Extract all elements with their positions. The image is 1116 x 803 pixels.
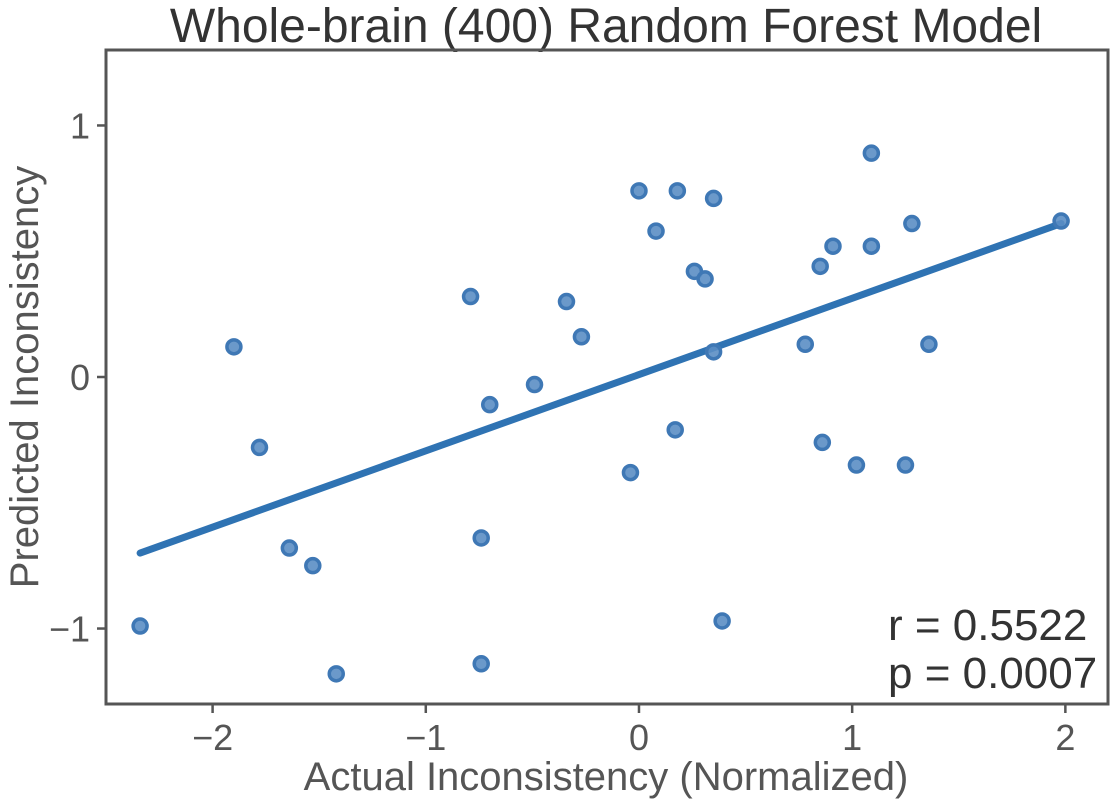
x-tick-label: 1 <box>842 717 862 758</box>
data-point <box>525 375 544 394</box>
data-point <box>862 144 881 162</box>
data-point <box>647 222 665 240</box>
data-point <box>621 463 640 482</box>
data-point <box>572 328 591 346</box>
r-value-annotation: r = 0.5522 <box>888 601 1087 650</box>
x-tick-label: 2 <box>1055 717 1075 758</box>
y-axis-label: Predicted Inconsistency <box>3 166 47 588</box>
data-point <box>813 433 832 452</box>
data-point <box>862 237 881 255</box>
data-point <box>796 335 815 354</box>
data-point <box>896 456 915 474</box>
x-axis-label: Actual Inconsistency (Normalized) <box>304 755 909 799</box>
data-point <box>461 287 480 306</box>
data-point <box>847 456 866 474</box>
data-point <box>225 338 243 356</box>
data-point <box>811 257 829 276</box>
chart-title: Whole-brain (400) Random Forest Model <box>170 0 1042 53</box>
data-point <box>280 539 299 557</box>
data-point <box>903 214 921 233</box>
x-axis: −2 −1 0 1 2 <box>192 704 1075 758</box>
data-point <box>250 438 269 457</box>
y-tick-label: 1 <box>70 105 90 146</box>
y-axis: −1 0 1 <box>49 105 106 650</box>
data-point <box>304 556 322 575</box>
y-tick-label: 0 <box>70 357 90 398</box>
data-point <box>131 617 149 635</box>
x-tick-label: −1 <box>405 717 446 758</box>
data-point <box>630 182 648 200</box>
data-point <box>472 655 490 673</box>
data-point <box>824 237 842 255</box>
data-point <box>472 529 490 547</box>
data-point <box>668 182 687 200</box>
data-point <box>713 612 731 630</box>
x-tick-label: −2 <box>192 717 233 758</box>
data-point <box>1052 212 1070 230</box>
regression-line <box>136 220 1065 557</box>
data-point <box>327 665 345 683</box>
data-point <box>666 421 684 439</box>
data-point <box>480 395 499 414</box>
data-point <box>696 270 714 288</box>
p-value-annotation: p = 0.0007 <box>888 649 1097 698</box>
data-point <box>557 292 576 311</box>
x-tick-label: 0 <box>629 717 649 758</box>
data-point <box>704 343 723 361</box>
data-point <box>704 189 723 208</box>
y-tick-label: −1 <box>49 609 90 650</box>
data-points <box>131 144 1070 683</box>
data-point <box>920 335 938 354</box>
